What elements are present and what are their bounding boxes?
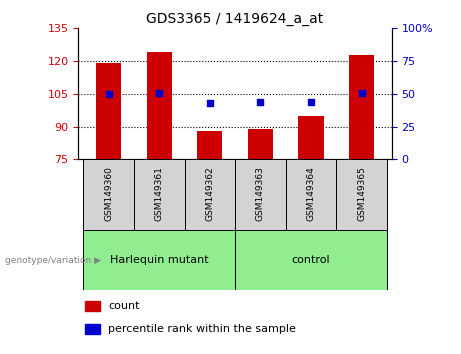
- Text: Harlequin mutant: Harlequin mutant: [110, 255, 208, 265]
- Point: [358, 90, 365, 95]
- Text: count: count: [108, 301, 140, 311]
- Point: [105, 91, 112, 97]
- FancyBboxPatch shape: [336, 159, 387, 230]
- Text: GSM149365: GSM149365: [357, 166, 366, 221]
- Text: genotype/variation ▶: genotype/variation ▶: [5, 256, 100, 265]
- Bar: [96, 63, 121, 159]
- Text: GSM149364: GSM149364: [307, 166, 315, 221]
- Text: control: control: [292, 255, 330, 265]
- Text: GSM149360: GSM149360: [104, 166, 113, 221]
- FancyBboxPatch shape: [235, 230, 387, 290]
- Bar: [147, 52, 172, 159]
- FancyBboxPatch shape: [83, 230, 235, 290]
- Bar: [298, 116, 324, 159]
- Bar: [85, 301, 100, 311]
- Title: GDS3365 / 1419624_a_at: GDS3365 / 1419624_a_at: [147, 12, 324, 26]
- Bar: [197, 131, 223, 159]
- Point: [206, 100, 213, 106]
- Text: GSM149362: GSM149362: [205, 166, 214, 221]
- Text: GSM149361: GSM149361: [155, 166, 164, 221]
- FancyBboxPatch shape: [235, 159, 286, 230]
- FancyBboxPatch shape: [83, 159, 134, 230]
- Point: [257, 99, 264, 104]
- Bar: [248, 129, 273, 159]
- FancyBboxPatch shape: [134, 159, 184, 230]
- Text: percentile rank within the sample: percentile rank within the sample: [108, 324, 296, 334]
- Point: [155, 90, 163, 95]
- FancyBboxPatch shape: [184, 159, 235, 230]
- Bar: [349, 55, 374, 159]
- Text: GSM149363: GSM149363: [256, 166, 265, 221]
- Bar: [85, 324, 100, 334]
- Point: [307, 99, 315, 104]
- FancyBboxPatch shape: [286, 159, 336, 230]
